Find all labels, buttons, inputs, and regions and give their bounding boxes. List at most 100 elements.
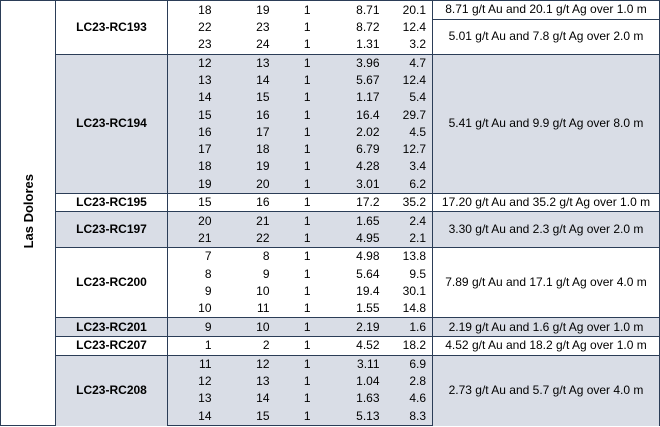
hole-id: LC23-RC201 — [55, 317, 168, 338]
value-cell: 3.4 — [385, 158, 433, 176]
value-cell: 1 — [283, 175, 321, 194]
value-cell: 17.2 — [320, 192, 386, 213]
value-cell: 3.01 — [320, 175, 386, 194]
value-cell: 19 — [167, 175, 226, 194]
hole-id: LC23-RC197 — [55, 211, 168, 248]
value-cell: 1 — [283, 158, 321, 176]
interval-summary: 8.71 g/t Au and 20.1 g/t Ag over 1.0 m — [432, 0, 660, 20]
value-cell: 15 — [225, 89, 284, 107]
value-cell: 12.7 — [385, 141, 433, 159]
value-cell: 3.2 — [385, 36, 433, 55]
value-cell: 7 — [167, 247, 226, 266]
value-cell: 8.3 — [385, 407, 433, 427]
value-cell: 1 — [303, 20, 311, 35]
region-cell: Las Dolores — [0, 0, 56, 426]
value-cell: 10 — [256, 283, 270, 298]
interval-summary: 2.19 g/t Au and 1.6 g/t Ag over 1.0 m — [432, 317, 660, 338]
value-cell: 1.55 — [320, 300, 386, 319]
hole-id: LC23-RC194 — [55, 53, 168, 194]
interval-summary: 3.30 g/t Au and 2.3 g/t Ag over 2.0 m — [432, 211, 660, 248]
value-cell: 13 — [167, 390, 226, 408]
value-cell: 23 — [256, 20, 270, 35]
value-cell: 5.13 — [320, 407, 386, 427]
hole-id: LC23-RC208 — [55, 354, 168, 426]
value-cell: 9 — [204, 283, 212, 298]
value-cell: 10 — [225, 317, 284, 338]
value-cell: 16 — [225, 192, 284, 213]
interval-summary: 7.89 g/t Au and 17.1 g/t Ag over 4.0 m — [432, 247, 660, 318]
value-cell: 35.2 — [385, 192, 433, 213]
value-cell: 29.7 — [385, 106, 433, 124]
value-cell: 12.4 — [385, 72, 433, 90]
value-cell: 18 — [167, 158, 226, 176]
hole-id: LC23-RC193 — [55, 0, 168, 55]
value-cell: 1 — [283, 354, 321, 373]
value-cell: 1.6 — [385, 317, 433, 338]
table-row: LC23-RC197 20 21 1 1.65 2.4 3.30 g/t Au and 2.… — [1, 211, 660, 248]
value-cell: 14 — [225, 72, 284, 90]
value-cell: 3.96 — [320, 53, 386, 73]
value-cell: 4.52 — [320, 336, 386, 356]
table-row: LC23-RC200 7 8 1 4.98 13.8 7.89 g/t Au and 17.… — [1, 247, 660, 318]
table-row: 8 9 1 5.64 9.5 — [1, 266, 660, 283]
value-cell: 1.31 — [320, 36, 386, 55]
value-cell: 1.17 — [320, 89, 386, 107]
table-row: 10 11 1 1.55 14.8 — [1, 300, 660, 319]
value-cell: 14 — [225, 390, 284, 408]
value-cell: 20 — [167, 211, 226, 230]
interval-summary: 4.52 g/t Au and 18.2 g/t Ag over 1.0 m — [432, 336, 660, 356]
value-cell: 6.9 — [385, 354, 433, 373]
value-cell: 15 — [225, 407, 284, 427]
value-cell: 2 — [225, 336, 284, 356]
value-cell: 30.1 — [402, 283, 426, 298]
hole-id: LC23-RC207 — [55, 336, 168, 356]
value-cell: 13 — [167, 72, 226, 90]
value-cell: 11 — [167, 354, 226, 373]
value-cell: 1 — [167, 336, 226, 356]
value-cell: 18 — [225, 141, 284, 159]
value-cell: 14 — [167, 407, 226, 427]
table-row: 21 22 1 4.95 2.1 — [1, 229, 660, 249]
value-cell: 18.2 — [385, 336, 433, 356]
value-cell: 6.79 — [320, 141, 386, 159]
table-row: 14 15 1 1.17 5.4 — [1, 89, 660, 107]
value-cell: 1 — [283, 407, 321, 427]
value-cell: 14.8 — [385, 300, 433, 319]
value-cell: 2.02 — [320, 123, 386, 142]
value-cell: 13.8 — [385, 247, 433, 266]
value-cell: 4.5 — [385, 123, 433, 142]
value-cell: 4.28 — [320, 158, 386, 176]
value-cell: 20 — [225, 175, 284, 194]
value-cell: 5.64 — [356, 266, 380, 281]
value-cell: 10 — [167, 300, 226, 319]
value-cell: 1.65 — [320, 211, 386, 230]
table-row: 16 17 1 2.02 4.5 — [1, 123, 660, 142]
interval-summary: 2.73 g/t Au and 5.7 g/t Ag over 4.0 m — [432, 354, 660, 426]
value-cell: 17 — [225, 123, 284, 142]
value-cell: 1 — [283, 247, 321, 266]
value-cell: 13 — [225, 372, 284, 391]
value-cell: 3.11 — [320, 354, 386, 373]
value-cell: 14 — [167, 89, 226, 107]
value-cell: 8.72 — [356, 20, 380, 35]
value-cell: 18 — [167, 0, 226, 20]
value-cell: 1 — [283, 53, 321, 73]
value-cell: 6.2 — [385, 175, 433, 194]
value-cell: 1 — [283, 72, 321, 90]
value-cell: 17 — [167, 141, 226, 159]
table-row: LC23-RC201 9 10 1 2.19 1.6 2.19 g/t Au and 1.6… — [1, 317, 660, 338]
value-cell: 20.1 — [385, 0, 433, 20]
value-cell: 13 — [225, 53, 284, 73]
value-cell: 16.4 — [320, 106, 386, 124]
value-cell: 1 — [303, 266, 311, 281]
value-cell: 8 — [225, 247, 284, 266]
value-cell: 11 — [225, 300, 284, 319]
value-cell: 1.04 — [320, 372, 386, 391]
table-row: 13 14 1 5.67 12.4 — [1, 72, 660, 90]
table-row: 14 15 1 5.13 8.3 — [1, 407, 660, 427]
value-cell: 1 — [283, 229, 321, 249]
